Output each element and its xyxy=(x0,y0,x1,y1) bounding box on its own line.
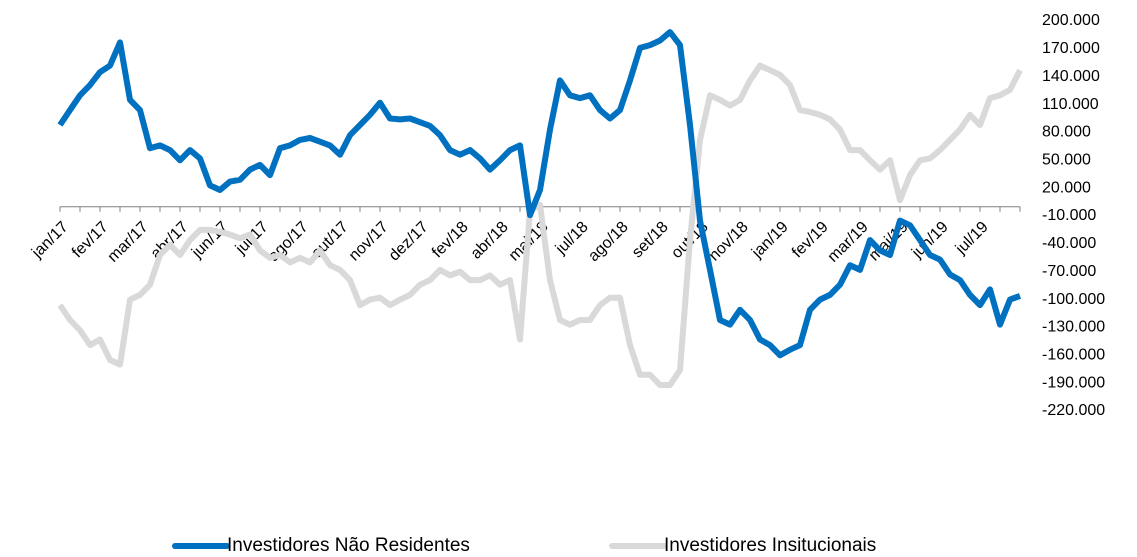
y-tick-label: 110.000 xyxy=(1042,96,1099,113)
y-tick-label: 200.000 xyxy=(1042,12,1100,29)
y-tick-label: -10.000 xyxy=(1042,207,1096,224)
x-tick-label: mar/17 xyxy=(105,218,152,265)
x-tick-label: nov/17 xyxy=(346,218,392,264)
y-tick-label: 80.000 xyxy=(1042,124,1091,141)
x-tick-label: jul/19 xyxy=(952,218,992,258)
x-tick-label: jun/17 xyxy=(188,218,232,262)
x-tick-label: abr/17 xyxy=(148,218,192,262)
x-tick-label: dez/17 xyxy=(386,218,432,264)
y-tick-label: -130.000 xyxy=(1042,319,1105,336)
y-tick-label: -70.000 xyxy=(1042,263,1096,280)
y-tick-label: 50.000 xyxy=(1042,152,1091,169)
legend-label: Investidores Não Residentes xyxy=(227,535,470,556)
y-tick-label: -160.000 xyxy=(1042,347,1105,364)
y-tick-label: -100.000 xyxy=(1042,291,1105,308)
x-tick-label: nov/18 xyxy=(706,218,752,264)
y-tick-label: -220.000 xyxy=(1042,402,1105,419)
x-tick-label: ago/18 xyxy=(585,218,632,265)
y-tick-label: 170.000 xyxy=(1042,40,1100,57)
series-line xyxy=(57,62,1023,388)
x-tick-label: fev/18 xyxy=(429,218,472,261)
y-tick-label: -190.000 xyxy=(1042,374,1105,391)
x-tick-label: abr/18 xyxy=(468,218,512,262)
x-tick-label: jan/17 xyxy=(28,218,72,262)
y-tick-label: 140.000 xyxy=(1042,68,1100,85)
y-tick-label: 20.000 xyxy=(1042,179,1091,196)
series-line xyxy=(57,29,1022,359)
x-tick-label: jan/19 xyxy=(748,218,792,262)
x-tick-label: set/18 xyxy=(629,218,672,261)
legend-label: Investidores Insitucionais xyxy=(664,535,876,556)
y-tick-label: -40.000 xyxy=(1042,235,1096,252)
